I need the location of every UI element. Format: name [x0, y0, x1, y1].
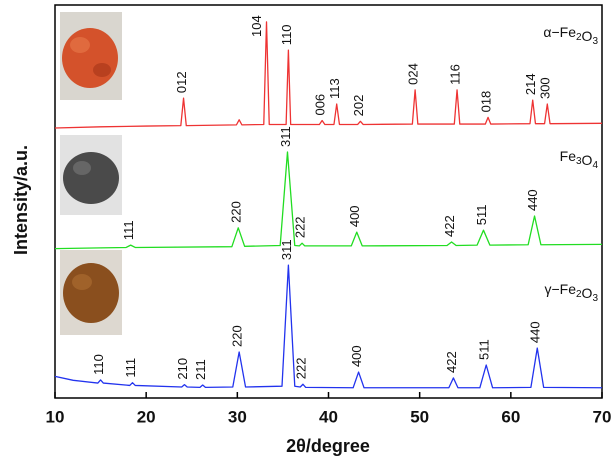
peak-label: 422 [442, 215, 457, 237]
peak-label: 018 [478, 91, 493, 113]
sample-photo [60, 135, 122, 215]
peak-label: 222 [292, 216, 307, 238]
peak-label: 300 [538, 77, 553, 99]
peak-label: 113 [327, 78, 342, 99]
peak-label: 511 [474, 204, 489, 225]
peak-label: 220 [230, 325, 245, 347]
xrd-line [55, 152, 602, 249]
peak-label: 111 [121, 220, 136, 240]
peak-label: 116 [447, 64, 462, 85]
series-name: γ−Fe2O3 [544, 281, 598, 304]
x-tick-label: 60 [501, 407, 520, 426]
series-name: α−Fe2O3 [543, 24, 598, 47]
peak-label: 211 [193, 359, 208, 380]
peak-label: 440 [525, 189, 540, 211]
sample-photo [60, 12, 122, 100]
peak-label: 111 [123, 358, 138, 378]
x-tick-label: 10 [46, 407, 65, 426]
peak-label: 511 [477, 339, 492, 360]
xrd-line [55, 22, 602, 128]
peak-label: 110 [279, 24, 294, 45]
peak-label: 214 [523, 73, 538, 95]
peak-label: 024 [406, 63, 421, 85]
peak-label: 110 [91, 354, 106, 375]
peak-label: 202 [351, 95, 366, 117]
x-tick-label: 40 [319, 407, 338, 426]
x-axis-label: 2θ/degree [286, 436, 370, 456]
peak-label: 400 [347, 205, 362, 227]
peak-label: 006 [313, 94, 328, 116]
x-tick-label: 70 [593, 407, 612, 426]
x-tick-label: 30 [228, 407, 247, 426]
x-tick-label: 20 [137, 407, 156, 426]
peak-label: 210 [175, 358, 190, 380]
plot-frame [55, 5, 602, 398]
peak-label: 311 [278, 126, 293, 147]
peak-label: 422 [444, 351, 459, 373]
peak-label: 104 [249, 15, 264, 37]
peak-label: 222 [293, 358, 308, 380]
peak-label: 012 [174, 71, 189, 93]
sample-photo [60, 250, 122, 335]
x-tick-label: 50 [410, 407, 429, 426]
chart: 2θ/degree Intensity/a.u. 10 20 30 40 50 60 70 0… [0, 0, 615, 459]
series-name: Fe3O4 [560, 148, 599, 171]
peak-label: 440 [528, 321, 543, 343]
y-axis-label: Intensity/a.u. [11, 145, 31, 255]
peak-label: 400 [349, 345, 364, 367]
peak-label: 311 [279, 239, 294, 260]
peak-label: 220 [229, 201, 244, 223]
